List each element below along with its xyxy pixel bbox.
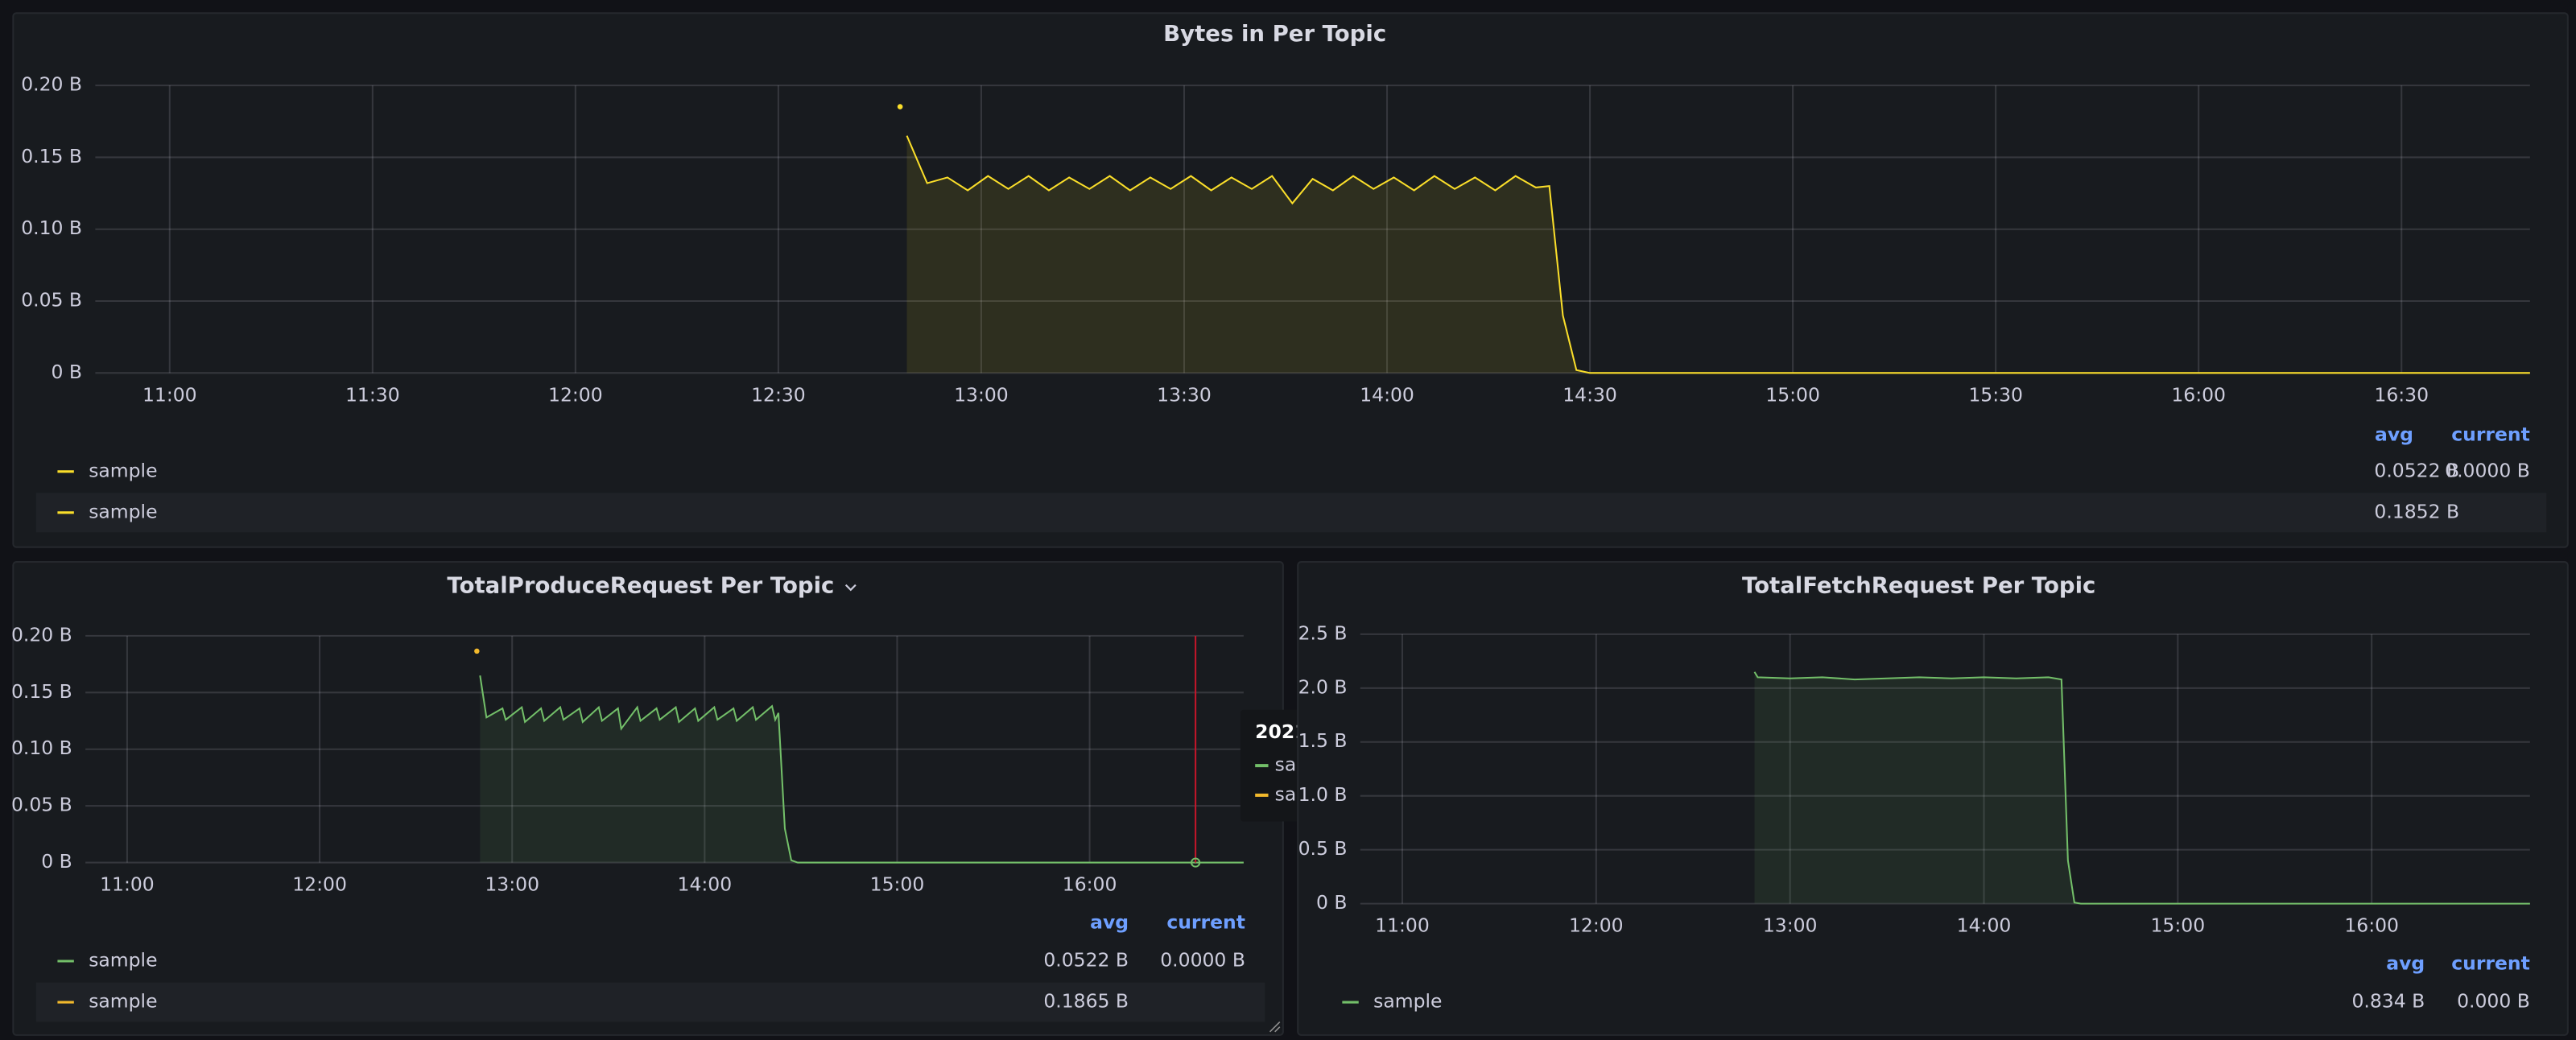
x-tick-label: 11:00 xyxy=(142,383,197,406)
area-fill xyxy=(906,135,2530,373)
panel xyxy=(1297,561,2569,1036)
series-line xyxy=(479,675,1244,864)
legend-value: 0.000 B xyxy=(2457,990,2530,1013)
x-tick-label: 12:30 xyxy=(751,383,806,406)
y-tick-label: 0.15 B xyxy=(11,680,72,703)
legend-value: 0.0000 B xyxy=(2445,459,2530,481)
y-tick-label: 0 B xyxy=(1316,891,1347,914)
legend-header[interactable]: avg xyxy=(2375,423,2413,445)
y-tick-label: 0.20 B xyxy=(21,73,82,96)
panel xyxy=(12,12,2569,548)
legend-row-bg xyxy=(35,982,1265,1022)
x-tick-label: 13:00 xyxy=(954,383,1009,406)
hover-point xyxy=(1190,857,1201,868)
area-fill xyxy=(480,675,1244,863)
panel-title[interactable]: TotalProduceRequest Per Topic xyxy=(447,573,834,599)
legend-label[interactable]: sample xyxy=(89,459,157,481)
y-tick-label: 2.5 B xyxy=(1298,621,1348,644)
y-tick-label: 0.20 B xyxy=(11,623,72,646)
y-tick-label: 2.0 B xyxy=(1298,675,1348,698)
legend-value: 0.1852 B xyxy=(2374,500,2459,522)
y-tick-label: 0.10 B xyxy=(11,737,72,759)
title-menu-chevron[interactable] xyxy=(844,584,857,592)
data-point xyxy=(897,104,903,109)
x-tick-label: 14:00 xyxy=(678,873,733,896)
x-tick-label: 14:00 xyxy=(1360,383,1414,406)
legend-label[interactable]: sample xyxy=(89,990,157,1013)
legend-header[interactable]: current xyxy=(2451,423,2530,445)
legend-value: 0.1865 B xyxy=(1043,990,1129,1013)
x-tick-label: 11:00 xyxy=(1375,914,1430,937)
area-fill xyxy=(1754,671,2530,904)
x-tick-label: 13:00 xyxy=(485,873,539,896)
resize-handle[interactable] xyxy=(1269,1021,1281,1033)
series-line xyxy=(906,135,2530,374)
x-tick-label: 12:00 xyxy=(292,873,347,896)
panel-title[interactable]: Bytes in Per Topic xyxy=(1163,21,1386,47)
legend-header[interactable]: avg xyxy=(2386,952,2425,975)
series-line xyxy=(1753,671,2530,905)
x-tick-label: 13:30 xyxy=(1157,383,1212,406)
y-tick-label: 0 B xyxy=(52,361,82,383)
data-point xyxy=(474,648,480,654)
y-tick-label: 0.15 B xyxy=(21,145,82,167)
legend-label[interactable]: sample xyxy=(89,949,157,972)
x-tick-label: 14:30 xyxy=(1563,383,1617,406)
x-tick-label: 11:30 xyxy=(345,383,400,406)
x-tick-label: 15:00 xyxy=(2151,914,2206,937)
x-tick-label: 16:00 xyxy=(2171,383,2226,406)
legend-value: 0.0522 B xyxy=(1043,949,1129,972)
x-tick-label: 13:00 xyxy=(1763,914,1818,937)
x-tick-label: 15:30 xyxy=(1968,383,2023,406)
x-tick-label: 16:00 xyxy=(2344,914,2399,937)
legend-header[interactable]: current xyxy=(2451,952,2530,975)
panel-title[interactable]: TotalFetchRequest Per Topic xyxy=(1742,573,2095,599)
y-tick-label: 0.05 B xyxy=(21,289,82,312)
y-tick-label: 0 B xyxy=(41,850,72,873)
legend-label[interactable]: sample xyxy=(1373,990,1442,1013)
x-tick-label: 15:00 xyxy=(870,873,925,896)
x-tick-label: 12:00 xyxy=(548,383,603,406)
legend-value: 0.0000 B xyxy=(1160,949,1245,972)
legend-label[interactable]: sample xyxy=(89,500,157,522)
x-tick-label: 16:30 xyxy=(2374,383,2429,406)
x-tick-label: 12:00 xyxy=(1569,914,1624,937)
x-tick-label: 14:00 xyxy=(1957,914,2012,937)
y-tick-label: 1.0 B xyxy=(1298,783,1348,806)
y-tick-label: 0.05 B xyxy=(11,794,72,816)
legend-header[interactable]: current xyxy=(1166,911,1245,934)
legend-value: 0.834 B xyxy=(2352,990,2425,1013)
legend-row-bg xyxy=(35,493,2547,533)
y-tick-label: 1.5 B xyxy=(1298,729,1348,752)
x-tick-label: 16:00 xyxy=(1063,873,1117,896)
legend-value: 0.0522 B xyxy=(2374,459,2459,481)
legend-header[interactable]: avg xyxy=(1090,911,1129,934)
y-tick-label: 0.5 B xyxy=(1298,837,1348,860)
x-tick-label: 11:00 xyxy=(100,873,155,896)
x-tick-label: 15:00 xyxy=(1765,383,1820,406)
y-tick-label: 0.10 B xyxy=(21,217,82,239)
